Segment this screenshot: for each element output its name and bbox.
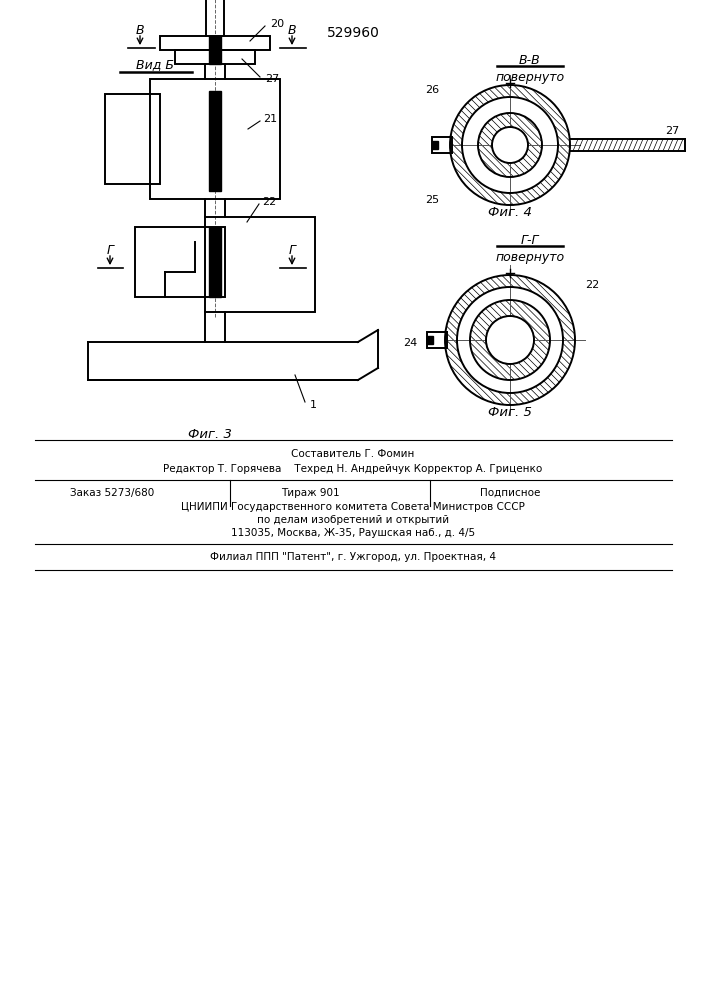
Bar [205, 217, 315, 312]
Bar [135, 227, 225, 297]
Bar [175, 50, 255, 64]
Text: ЦНИИПИ Государственного комитета Совета Министров СССР: ЦНИИПИ Государственного комитета Совета … [181, 502, 525, 512]
Bar [432, 141, 438, 149]
Text: по делам изобретений и открытий: по делам изобретений и открытий [257, 515, 449, 525]
Text: 25: 25 [425, 195, 439, 205]
Text: 21: 21 [263, 114, 277, 124]
Bar [150, 79, 280, 199]
Text: Фиг. 3: Фиг. 3 [188, 428, 232, 442]
Text: 1: 1 [310, 400, 317, 410]
Text: Фиг. 4: Фиг. 4 [488, 207, 532, 220]
Text: 24: 24 [403, 338, 417, 348]
Bar [160, 36, 270, 50]
Bar [427, 332, 447, 348]
Text: 529960: 529960 [327, 26, 380, 40]
Text: Составитель Г. Фомин: Составитель Г. Фомин [291, 449, 415, 459]
Text: Г: Г [288, 243, 296, 256]
Text: В: В [136, 23, 144, 36]
Text: повернуто: повернуто [496, 251, 565, 264]
Text: 22: 22 [585, 280, 600, 290]
Text: Заказ 5273/680: Заказ 5273/680 [70, 488, 154, 498]
Bar [427, 336, 433, 344]
Circle shape [492, 127, 528, 163]
Bar [209, 36, 221, 64]
Bar [105, 94, 160, 184]
Text: Вид Б: Вид Б [136, 58, 174, 72]
Text: Тираж 901: Тираж 901 [281, 488, 339, 498]
Text: Фиг. 5: Фиг. 5 [488, 406, 532, 420]
Text: 113035, Москва, Ж-35, Раушская наб., д. 4/5: 113035, Москва, Ж-35, Раушская наб., д. … [231, 528, 475, 538]
Text: 27: 27 [265, 74, 279, 84]
Circle shape [440, 270, 580, 410]
Text: Подписное: Подписное [480, 488, 540, 498]
Text: Филиал ППП "Патент", г. Ужгород, ул. Проектная, 4: Филиал ППП "Патент", г. Ужгород, ул. Про… [210, 552, 496, 562]
Text: Редактор Т. Горячева    Техред Н. Андрейчук Корректор А. Гриценко: Редактор Т. Горячева Техред Н. Андрейчук… [163, 464, 543, 474]
Circle shape [486, 316, 534, 364]
Text: 27: 27 [665, 126, 679, 136]
Bar [209, 91, 221, 191]
Bar [432, 137, 452, 153]
Text: повернуто: повернуто [496, 72, 565, 85]
Text: В-В: В-В [519, 53, 541, 66]
Text: 20: 20 [270, 19, 284, 29]
Text: 22: 22 [262, 197, 276, 207]
Circle shape [445, 80, 575, 210]
Bar [209, 227, 221, 297]
Text: 26: 26 [425, 85, 439, 95]
Text: Г-Г: Г-Г [521, 233, 539, 246]
Text: Г: Г [107, 243, 114, 256]
Text: В: В [288, 23, 296, 36]
